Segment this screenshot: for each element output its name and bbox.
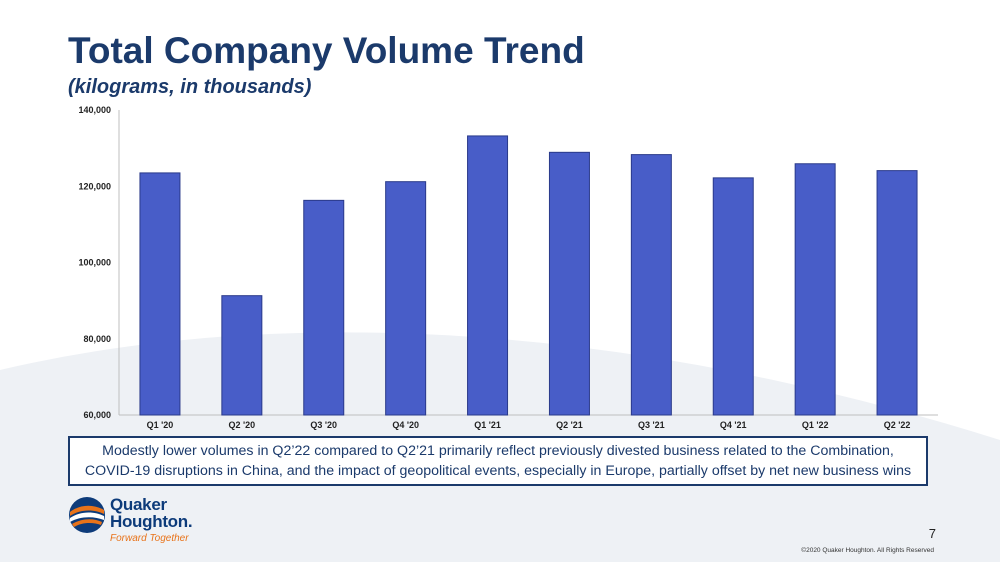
page-subtitle: (kilograms, in thousands) [68, 76, 312, 98]
x-tick-label: Q1 '21 [474, 420, 501, 430]
x-tick-label: Q4 '20 [392, 420, 419, 430]
y-tick-label: 120,000 [78, 181, 111, 191]
x-tick-label: Q3 '20 [310, 420, 337, 430]
commentary-box: Modestly lower volumes in Q2’22 compared… [68, 436, 928, 486]
x-tick-label: Q2 '20 [229, 420, 256, 430]
bar [139, 172, 181, 416]
bar [794, 163, 836, 416]
logo-tagline: Forward Together [110, 533, 189, 544]
y-tick-label: 100,000 [78, 258, 111, 268]
x-tick-label: Q2 '21 [556, 420, 583, 430]
x-tick-label: Q1 '20 [147, 420, 174, 430]
commentary-line-1: Modestly lower volumes in Q2’22 compared… [102, 443, 894, 459]
y-tick-label: 140,000 [78, 105, 111, 115]
bar [303, 199, 345, 416]
logo-wordmark-line-1: Quaker [110, 495, 167, 514]
bar [548, 151, 590, 416]
copyright-notice: ©2020 Quaker Houghton. All Rights Reserv… [801, 547, 934, 554]
bar [467, 135, 509, 416]
logo-wordmark-line-2: Houghton. [110, 512, 193, 531]
page-number: 7 [928, 526, 936, 541]
x-tick-label: Q3 '21 [638, 420, 665, 430]
x-tick-label: Q1 '22 [802, 420, 829, 430]
y-tick-label: 60,000 [83, 410, 111, 420]
logo-globe-icon [69, 497, 105, 533]
bar [630, 154, 672, 416]
bar [221, 295, 263, 416]
commentary-text: Modestly lower volumes in Q2’22 compared… [85, 441, 911, 481]
commentary-line-2: COVID-19 disruptions in China, and the i… [84, 463, 912, 479]
y-tick-label: 80,000 [83, 334, 111, 344]
x-tick-label: Q2 '22 [884, 420, 911, 430]
bar [876, 170, 918, 416]
page-title: Total Company Volume Trend [68, 30, 585, 71]
bar [385, 181, 427, 416]
x-tick-label: Q4 '21 [720, 420, 747, 430]
bar [712, 177, 754, 416]
